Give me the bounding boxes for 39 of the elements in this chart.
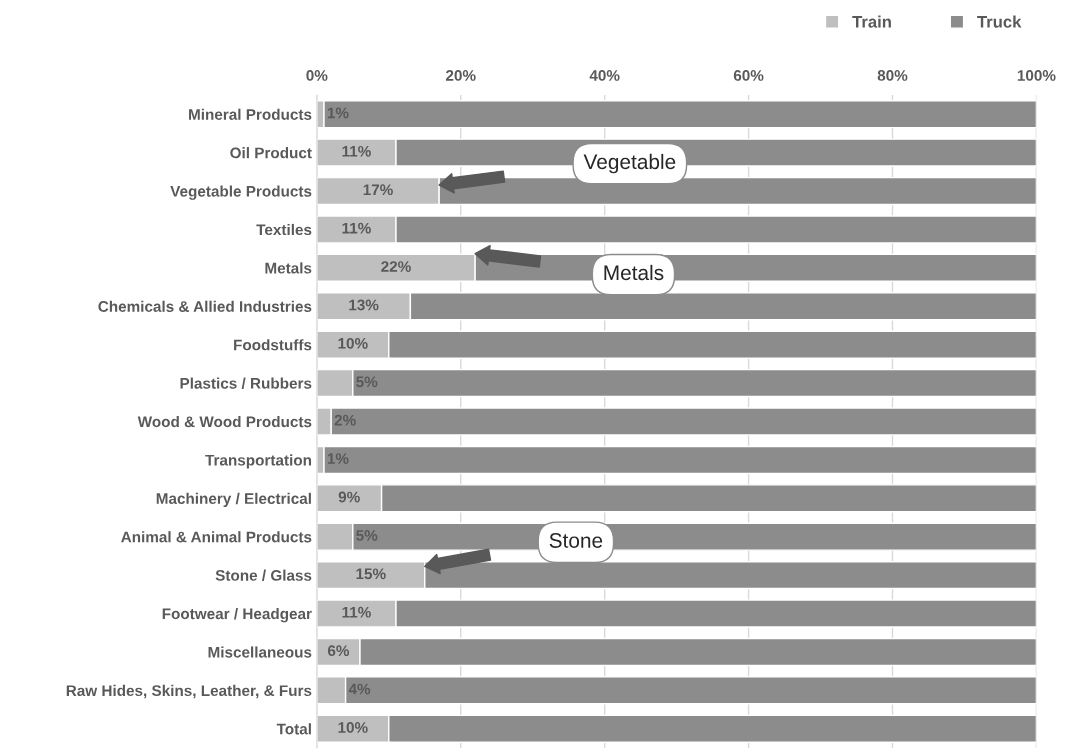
y-tick-label: Vegetable Products (170, 185, 312, 200)
data-label: 6% (327, 645, 350, 657)
y-tick-label: Foodstuffs (234, 339, 312, 351)
y-tick-label: Raw Hides, Skins, Leather, & Furs (66, 684, 312, 699)
y-tick-label: Plastics / Rubbers (180, 377, 312, 389)
data-label: 9% (338, 491, 360, 503)
x-tick-label: 80% (877, 70, 908, 81)
y-tick-label: Textiles (256, 223, 312, 236)
data-label: 11% (342, 222, 371, 234)
annotation: Vegetable (583, 153, 676, 174)
x-tick-label: 60% (733, 70, 764, 81)
y-tick-label: Total (276, 723, 311, 735)
x-tick-label: 0% (306, 70, 328, 81)
y-tick-label: Transportation (205, 454, 312, 469)
y-tick-label: Mineral Products (189, 108, 312, 120)
data-label: 22% (381, 261, 411, 272)
data-label: 13% (349, 299, 379, 311)
x-tick-label: 100% (1017, 70, 1056, 81)
legend-label: Truck (977, 15, 1022, 28)
annotation: Metals (604, 264, 664, 281)
y-tick-label: Footwear / Headgear (162, 608, 312, 623)
data-label: 10% (338, 722, 368, 733)
data-label: 11% (342, 606, 371, 618)
x-tick-label: 20% (445, 70, 476, 81)
legend-label: Train (852, 15, 891, 28)
data-label: 15% (356, 568, 386, 580)
y-tick-label: Oil Product (230, 147, 312, 159)
y-tick-label: Machinery / Electrical (156, 492, 311, 508)
data-label: 11% (342, 145, 371, 157)
y-tick-label: Chemicals & Allied Industries (98, 300, 312, 312)
y-tick-label: Stone / Glass (215, 569, 312, 581)
annotation: Stone (549, 533, 603, 548)
data-label: 10% (338, 337, 368, 349)
y-tick-label: Metals (265, 262, 312, 274)
data-label: 17% (363, 184, 393, 196)
y-tick-label: Wood & Wood Products (137, 415, 312, 428)
y-tick-label: Animal & Animal Products (121, 531, 312, 543)
x-tick-label: 40% (589, 70, 620, 81)
y-tick-label: Miscellaneous (208, 646, 312, 658)
